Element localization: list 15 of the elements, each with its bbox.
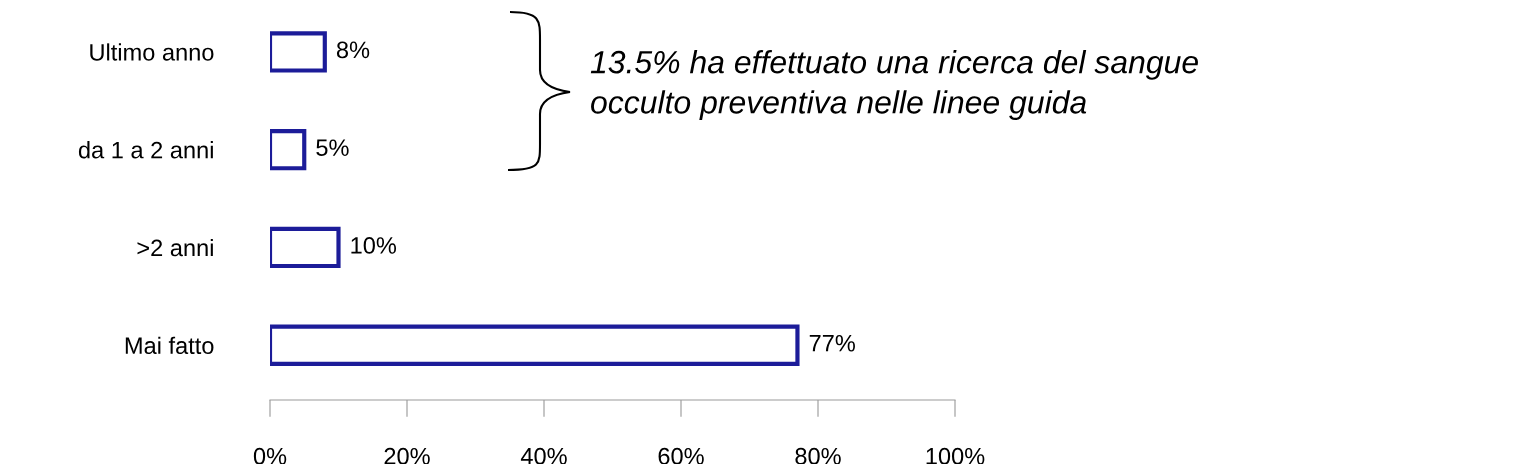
x-tick-label: 40% [520, 447, 567, 464]
y-tick-label: da 1 a 2 anni [78, 141, 213, 159]
data-label: 77% [809, 334, 855, 352]
data-label: 10% [351, 237, 397, 254]
data-label: 8% [336, 41, 370, 59]
data-label: 5% [316, 139, 349, 157]
x-tick-label: 20% [384, 447, 430, 464]
y-tick-label: >2 anni [137, 238, 213, 257]
x-tick-label: 80% [795, 447, 841, 464]
x-tick-label: 0% [253, 447, 287, 464]
y-tick-label: Mai fatto [125, 336, 214, 355]
annotation: 13.5% ha effettuato una ricerca del sangue occulto preventiva nelle linee guida [590, 50, 1198, 120]
x-tick-label: 60% [658, 447, 704, 464]
y-tick-label: Ultimo anno [90, 43, 214, 61]
x-tick-label: 100% [926, 447, 985, 464]
